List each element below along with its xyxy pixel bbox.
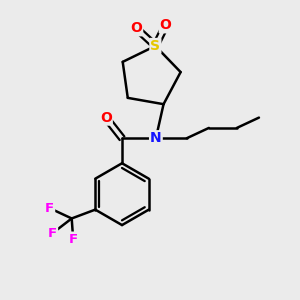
Text: O: O — [100, 111, 112, 124]
Text: N: N — [150, 131, 162, 145]
Text: O: O — [130, 21, 142, 35]
Text: S: S — [150, 39, 161, 53]
Text: F: F — [45, 202, 54, 215]
Text: F: F — [48, 227, 57, 240]
Text: O: O — [160, 18, 172, 32]
Text: F: F — [69, 232, 78, 246]
